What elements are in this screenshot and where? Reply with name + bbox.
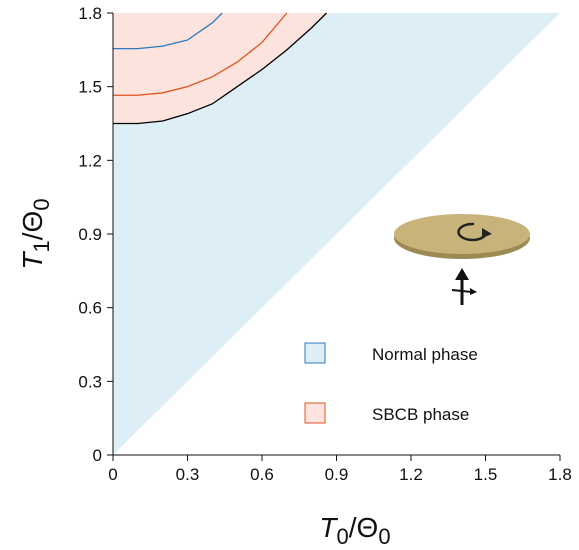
phase-boundary (113, 12, 328, 125)
y-tick-label: 1.2 (78, 151, 102, 170)
axis-arrowhead (455, 268, 469, 280)
x-axis-label-part: 0 (378, 524, 390, 549)
y-tick-label: 0.9 (78, 225, 102, 244)
y-axis-label: T1/Θ0 (17, 198, 54, 269)
x-axis-label-part: T (319, 512, 338, 543)
phase-boundary (113, 12, 288, 96)
sbcb-region (113, 13, 327, 124)
phase-boundary (113, 12, 223, 50)
y-tick-label: 1.8 (78, 4, 102, 23)
y-axis-label-part: T (17, 251, 48, 270)
x-tick-label: 0.9 (325, 465, 349, 484)
x-tick-label: 1.2 (399, 465, 423, 484)
y-tick-label: 0.3 (78, 372, 102, 391)
y-axis-label-part: 0 (29, 198, 54, 210)
plot-area: 0 0.3 0.6 0.9 1.2 1.5 1.8 0 0.3 0.6 0.9 1.2 1.5 1.8 (78, 4, 571, 484)
x-axis-label-part: 0 (337, 524, 349, 549)
x-tick-label: 1.8 (548, 465, 572, 484)
rotation-arrowhead (482, 228, 492, 238)
y-axis-label-part: /Θ (17, 211, 48, 241)
y-tick-label: 1.5 (78, 78, 102, 97)
x-tick-label: 0.6 (250, 465, 274, 484)
y-axis-label-part: 1 (29, 240, 54, 252)
disk (394, 214, 530, 254)
legend-label: Normal phase (372, 345, 478, 364)
rotation-arrow (457, 222, 488, 242)
x-axis-label: T0/Θ0 (319, 512, 390, 549)
disk-illustration (394, 214, 530, 305)
x-tick-label: 1.5 (474, 465, 498, 484)
x-tick-label: 0 (108, 465, 117, 484)
cross-arrow (451, 289, 473, 293)
x-axis-label-part: /Θ (349, 512, 379, 543)
legend-swatch (304, 402, 326, 424)
legend-label: SBCB phase (372, 405, 469, 424)
x-tick-label: 0.3 (176, 465, 200, 484)
normal-region (113, 13, 560, 455)
y-tick-label: 0.6 (78, 299, 102, 318)
cross-arrowhead (470, 288, 477, 295)
y-tick-label: 0 (93, 446, 102, 465)
legend-swatch (304, 342, 326, 364)
